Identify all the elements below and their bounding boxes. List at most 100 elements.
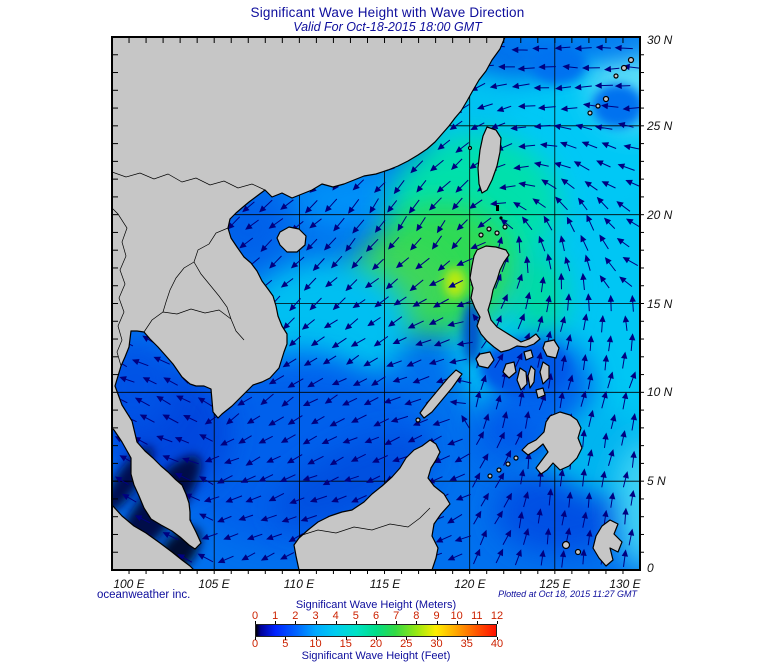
wave-arrow	[585, 492, 593, 508]
wave-arrow	[499, 184, 516, 191]
legend-feet-tick: 20	[369, 638, 383, 650]
wave-arrow	[121, 493, 137, 503]
wave-arrow	[553, 161, 571, 169]
wave-arrow	[406, 359, 422, 367]
wave-arrow	[307, 377, 324, 388]
wave-arrow	[397, 215, 407, 232]
legend-feet-tick: 10	[309, 638, 322, 650]
wave-arrow	[217, 515, 232, 523]
wave-arrow	[395, 257, 410, 269]
legend-tick-mark	[456, 621, 458, 624]
wave-arrow	[239, 237, 254, 249]
wave-arrow	[374, 296, 389, 308]
wave-arrow	[269, 255, 282, 269]
wave-arrow	[246, 415, 261, 424]
wave-arrow	[607, 371, 614, 389]
legend-meters-tick: 1	[272, 610, 279, 622]
legend-tick-mark	[285, 637, 287, 640]
wave-arrow	[581, 141, 598, 149]
wave-arrow	[475, 390, 482, 408]
wave-arrow	[545, 253, 553, 270]
wave-arrow	[268, 218, 284, 229]
wave-arrow	[587, 335, 595, 351]
wave-arrow	[627, 528, 635, 546]
legend-tick-mark	[436, 621, 438, 624]
legend-tick-mark	[315, 621, 317, 624]
legend-colorbar: Significant Wave Height (Meters) Signifi…	[252, 599, 503, 663]
wave-arrow	[580, 272, 587, 291]
island-sulawesi	[592, 519, 623, 567]
wave-arrow	[628, 333, 636, 351]
wave-arrow	[184, 493, 201, 501]
wave-arrow	[350, 453, 366, 462]
wave-arrow	[282, 358, 297, 368]
wave-arrow	[566, 216, 575, 233]
wave-arrow	[199, 434, 213, 442]
island-ryukyu-5	[595, 103, 601, 109]
island-ryukyu-1	[627, 56, 635, 64]
wave-arrow	[259, 199, 273, 213]
wave-arrow	[555, 84, 572, 92]
wave-arrow	[511, 82, 530, 89]
wave-arrow	[447, 438, 463, 446]
wave-arrow	[287, 378, 304, 388]
legend-tick-mark	[255, 621, 256, 624]
wave-arrow	[238, 435, 252, 444]
wave-arrow	[216, 475, 233, 484]
wave-arrow	[203, 496, 220, 503]
wave-arrow	[182, 457, 199, 465]
wave-arrow	[562, 63, 578, 71]
islet-sulu-2	[505, 461, 511, 467]
wave-arrow	[351, 414, 367, 423]
legend-meters-tick: 7	[393, 610, 400, 622]
wave-arrow	[483, 413, 490, 429]
wave-arrow	[449, 473, 465, 482]
wave-arrow	[363, 357, 378, 367]
wave-arrow	[532, 45, 548, 52]
lat-axis-label: 10 N	[647, 385, 673, 399]
lon-axis-label: 100 E	[113, 577, 145, 591]
island-samar	[542, 339, 560, 359]
wave-arrow	[393, 296, 407, 306]
wave-arrow	[428, 278, 445, 286]
colorbar-gradient	[255, 624, 497, 637]
wave-arrow	[470, 241, 486, 250]
wave-arrow	[433, 339, 450, 347]
wave-arrow	[594, 124, 613, 131]
wave-arrow	[620, 430, 627, 446]
wave-arrow	[608, 449, 615, 466]
island-ryukyu-4	[602, 95, 610, 103]
wave-arrow	[502, 529, 512, 546]
wave-arrow	[587, 373, 594, 390]
wave-arrow	[388, 236, 400, 250]
wave-arrow	[515, 430, 523, 445]
wave-arrow	[386, 360, 402, 368]
wave-arrow	[289, 335, 301, 347]
wave-arrow	[199, 513, 214, 521]
wave-arrow	[586, 529, 593, 546]
wave-arrow	[346, 354, 360, 365]
wave-arrow	[456, 219, 468, 231]
wave-arrow	[412, 418, 428, 426]
wave-arrow	[622, 507, 629, 525]
wave-arrow	[559, 549, 567, 568]
wave-arrow	[603, 217, 616, 229]
wave-arrow	[560, 105, 578, 112]
latlon-grid	[112, 37, 640, 570]
lat-axis-label: 15 N	[647, 297, 673, 311]
wave-arrow	[134, 397, 150, 407]
wave-arrow	[558, 469, 565, 487]
wave-arrow	[415, 339, 432, 347]
wave-arrow	[565, 334, 573, 351]
legend-tick-mark	[436, 637, 438, 640]
wave-arrow	[461, 414, 470, 429]
wave-arrow	[302, 398, 319, 406]
wave-arrow	[621, 391, 629, 410]
wave-arrow	[608, 492, 616, 508]
wave-arrow	[580, 429, 587, 448]
legend-tick-mark	[476, 621, 478, 624]
wave-arrow	[539, 549, 546, 566]
wave-arrow	[408, 199, 420, 214]
wave-arrow	[559, 141, 577, 149]
legend-feet-tick: 40	[490, 638, 504, 650]
